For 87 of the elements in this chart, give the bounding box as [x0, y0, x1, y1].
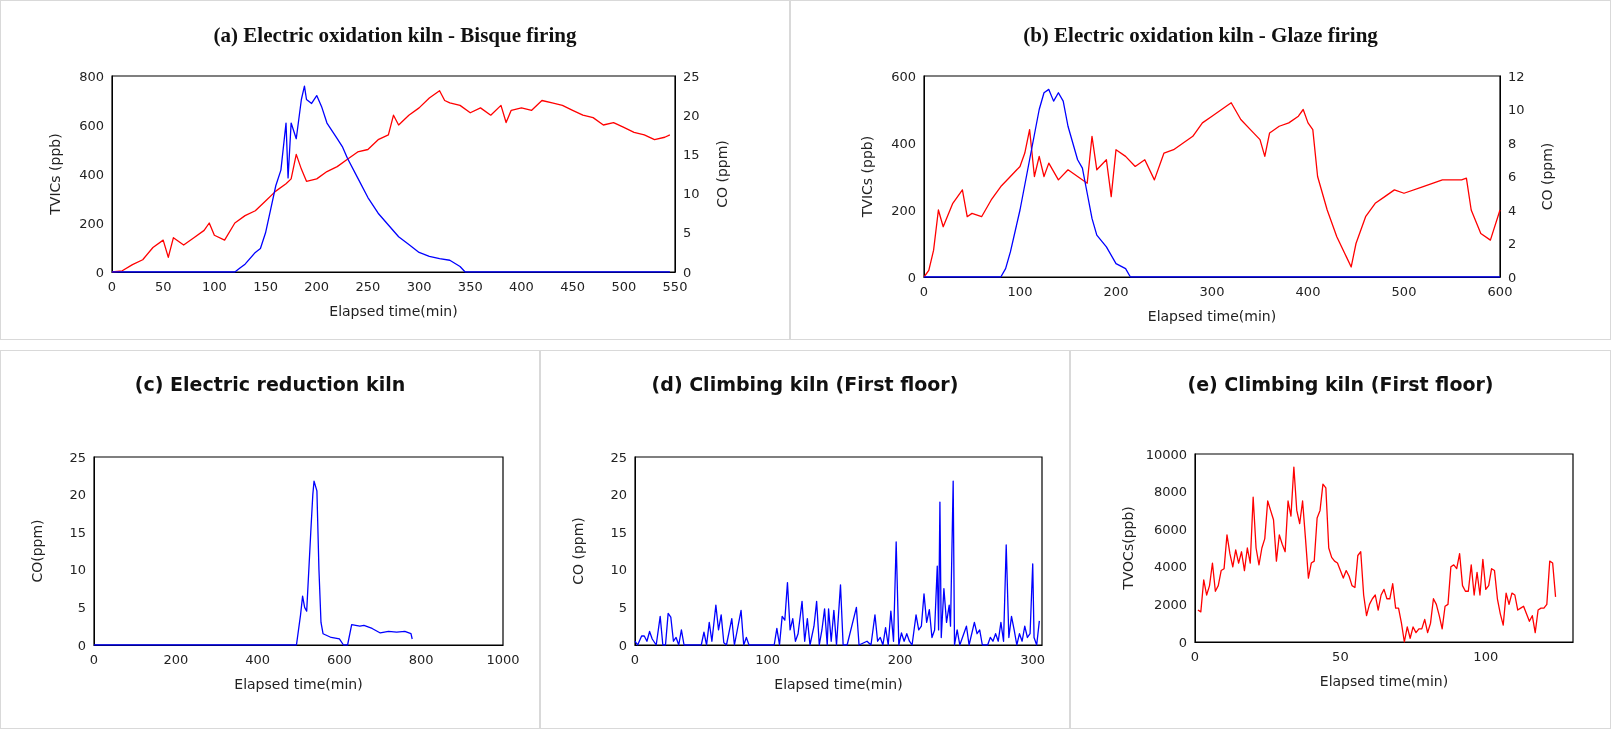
x-tick-label: 200 [1103, 284, 1129, 299]
y-tick-label: 20 [610, 487, 627, 503]
y-tick-label: 200 [891, 202, 916, 218]
y-axis-title: TVICs (ppb) [47, 133, 63, 216]
y2-tick-label: 4 [1508, 202, 1517, 218]
y-tick-label: 10 [69, 562, 86, 578]
x-tick-label: 1000 [486, 652, 520, 667]
x-tick-label: 550 [662, 279, 688, 294]
x-tick-label: 100 [201, 279, 227, 294]
y-tick-label: 600 [79, 117, 104, 133]
x-tick-label: 0 [1190, 649, 1200, 664]
x-tick-label: 200 [304, 279, 330, 294]
chart-title: (b) Electric oxidation kiln - Glaze firing [1023, 22, 1379, 47]
y2-tick-label: 2 [1508, 236, 1517, 251]
line-series [1197, 466, 1557, 643]
y2-tick-label: 12 [1508, 68, 1525, 84]
y-tick-label: 10 [610, 562, 627, 578]
x-tick-label: 150 [253, 279, 278, 294]
x-tick-label: 300 [406, 279, 432, 294]
x-tick-label: 50 [154, 279, 172, 294]
x-tick-label: 0 [107, 279, 117, 294]
y-tick-label: 5 [77, 599, 86, 615]
y-tick-label: 15 [69, 524, 86, 540]
x-tick-label: 600 [1487, 284, 1513, 299]
y-tick-label: 8000 [1153, 484, 1187, 500]
y-tick-label: 0 [1178, 634, 1187, 650]
y2-tick-label: 10 [1508, 102, 1525, 117]
y-tick-label: 20 [69, 487, 86, 503]
x-tick-label: 400 [1295, 284, 1321, 299]
x-axis-title: Elapsed time(min) [1319, 673, 1449, 689]
y2-tick-label: 20 [683, 107, 700, 123]
y-tick-label: 0 [95, 264, 104, 280]
x-tick-label: 500 [1391, 284, 1417, 299]
y-tick-label: 4000 [1153, 559, 1187, 575]
y-tick-label: 25 [69, 449, 86, 465]
x-tick-label: 500 [611, 279, 637, 294]
x-tick-label: 50 [1332, 649, 1349, 664]
chart-title: (d) Climbing kiln (First floor) [651, 372, 959, 395]
chart-title: (c) Electric reduction kiln [134, 372, 406, 395]
y-tick-label: 5 [618, 599, 627, 615]
y-tick-label: 15 [610, 524, 627, 540]
y-tick-label: 200 [79, 215, 104, 231]
x-tick-label: 800 [408, 652, 434, 667]
x-tick-label: 400 [509, 279, 534, 294]
y-tick-label: 0 [618, 637, 627, 653]
x-tick-label: 0 [630, 652, 640, 667]
y2-tick-label: 8 [1508, 135, 1517, 151]
y2-tick-label: 10 [683, 186, 700, 202]
x-tick-label: 300 [1199, 284, 1225, 299]
x-tick-label: 100 [1007, 284, 1033, 299]
y-tick-label: 0 [77, 637, 86, 653]
y2-tick-label: 0 [683, 264, 692, 280]
y-tick-label: 600 [891, 68, 916, 84]
y-tick-label: 2000 [1153, 596, 1187, 612]
y2-tick-label: 15 [683, 146, 700, 162]
x-axis-title: Elapsed time(min) [234, 676, 363, 692]
y-axis-title: TVICs (ppb) [859, 135, 875, 219]
y-tick-label: 400 [891, 135, 916, 151]
y-axis-title: CO (ppm) [570, 517, 586, 585]
x-axis-title: Elapsed time(min) [774, 676, 903, 692]
x-tick-label: 0 [919, 284, 929, 299]
y2-tick-label: 5 [683, 225, 692, 241]
x-tick-label: 400 [245, 652, 271, 667]
chart-title: (e) Climbing kiln (First floor) [1187, 372, 1494, 395]
x-tick-label: 600 [326, 652, 352, 667]
chart-title: (a) Electric oxidation kiln - Bisque firing [213, 22, 577, 47]
y-tick-label: 800 [79, 68, 104, 84]
y-axis-title: CO(ppm) [29, 519, 45, 583]
x-tick-label: 450 [560, 279, 586, 294]
x-tick-label: 100 [755, 652, 780, 667]
x-axis-title: Elapsed time(min) [1147, 308, 1277, 324]
y2-tick-label: 6 [1508, 169, 1517, 184]
y-tick-label: 6000 [1153, 521, 1187, 537]
y-tick-label: 25 [610, 449, 627, 465]
x-tick-label: 300 [1020, 652, 1046, 667]
y2-tick-label: 25 [683, 68, 700, 84]
x-tick-label: 350 [457, 279, 483, 294]
y-tick-label: 400 [79, 166, 104, 182]
x-tick-label: 100 [1473, 649, 1499, 664]
line-series [93, 480, 413, 646]
y-tick-label: 10000 [1145, 446, 1187, 462]
y2-axis-title: CO (ppm) [1539, 142, 1555, 211]
x-tick-label: 250 [355, 279, 381, 294]
x-axis-title: Elapsed time(min) [329, 303, 458, 319]
y-axis-title: TVOCs(ppb) [1119, 506, 1136, 591]
y2-axis-title: CO (ppm) [714, 140, 730, 208]
x-tick-label: 200 [163, 652, 189, 667]
